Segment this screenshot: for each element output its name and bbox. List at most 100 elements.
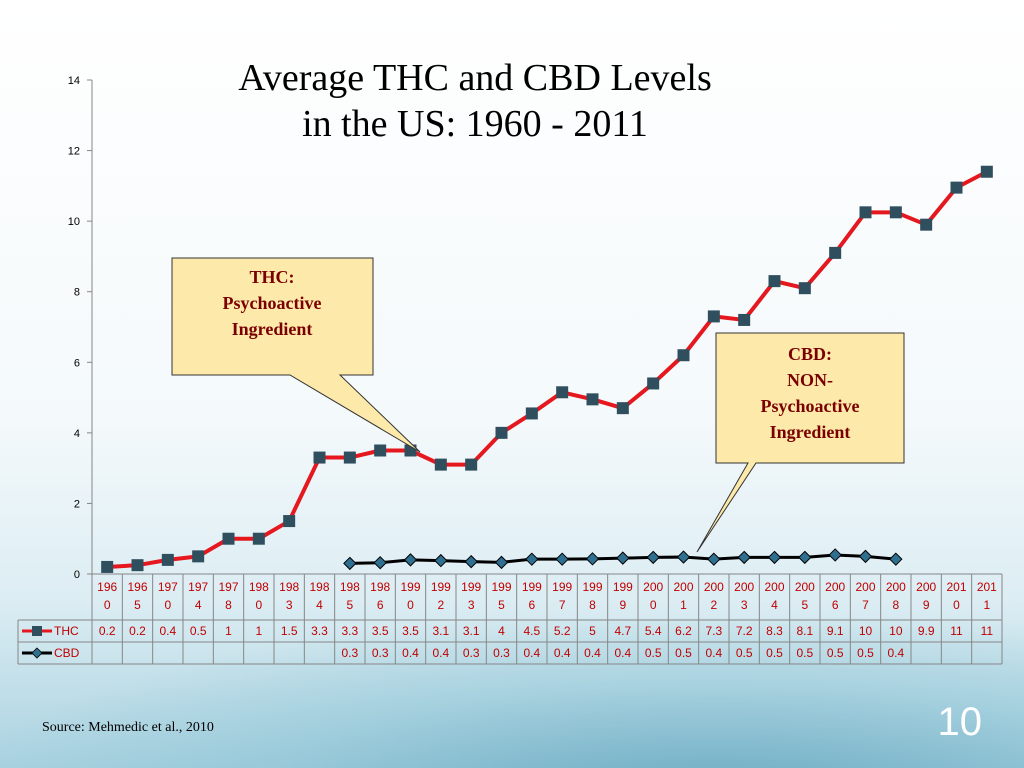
- cbd-data-point: [464, 554, 478, 569]
- thc-table-value: 3.1: [432, 624, 449, 638]
- cbd-data-point: [737, 550, 751, 565]
- category-label-top: 200: [886, 580, 906, 594]
- category-label-top: 200: [734, 580, 754, 594]
- cbd-table-value: 0.5: [736, 646, 753, 660]
- thc-data-point: [586, 393, 599, 406]
- thc-table-value: 3.3: [311, 624, 328, 638]
- cbd-data-point: [434, 553, 448, 568]
- category-label-top: 201: [946, 580, 966, 594]
- category-label-bottom: 7: [559, 598, 566, 612]
- cbd-data-point: [555, 552, 569, 566]
- thc-data-point: [343, 451, 356, 464]
- thc-table-value: 4: [498, 624, 505, 638]
- cbd-data-point: [646, 550, 660, 565]
- cbd-table-value: 0.4: [432, 646, 449, 660]
- thc-table-value: 6.2: [675, 624, 692, 638]
- thc-data-point: [889, 206, 902, 219]
- cbd-table-value: 0.3: [493, 646, 510, 660]
- thc-data-point: [707, 310, 720, 323]
- thc-table-value: 3.3: [341, 624, 358, 638]
- category-label-top: 196: [97, 580, 117, 594]
- thc-data-point: [859, 206, 872, 219]
- cbd-table-value: 0.3: [341, 646, 358, 660]
- thc-data-point: [101, 560, 114, 573]
- cbd-data-point: [858, 549, 873, 564]
- legend-cbd-marker: [31, 647, 43, 659]
- thc-table-value: 8.1: [796, 624, 813, 638]
- category-label-top: 199: [613, 580, 633, 594]
- thc-data-point: [677, 349, 690, 362]
- category-label-top: 200: [825, 580, 845, 594]
- thc-data-point: [980, 165, 993, 178]
- cbd-data-point: [525, 552, 539, 566]
- thc-data-point: [616, 402, 629, 415]
- category-label-top: 197: [218, 580, 238, 594]
- category-label-top: 200: [643, 580, 663, 594]
- legend-thc-label: THC: [54, 624, 79, 638]
- category-label-top: 200: [704, 580, 724, 594]
- category-label-bottom: 1: [680, 598, 687, 612]
- category-label-bottom: 2: [437, 598, 444, 612]
- thc-data-point: [252, 532, 265, 545]
- y-tick-label: 8: [74, 287, 80, 299]
- category-label-top: 199: [431, 580, 451, 594]
- cbd-table-value: 0.4: [887, 646, 904, 660]
- thc-table-value: 1.5: [281, 624, 298, 638]
- category-label-bottom: 5: [134, 598, 141, 612]
- category-label-top: 199: [582, 580, 602, 594]
- category-label-bottom: 0: [953, 598, 960, 612]
- y-tick-label: 14: [68, 75, 80, 87]
- thc-table-value: 5.4: [645, 624, 662, 638]
- category-label-top: 199: [552, 580, 572, 594]
- cbd-table-value: 0.5: [827, 646, 844, 660]
- cbd-data-point: [373, 556, 387, 570]
- category-label-bottom: 0: [104, 598, 111, 612]
- cbd-data-point: [707, 552, 721, 566]
- thc-table-value: 9.1: [827, 624, 844, 638]
- thc-data-point: [374, 444, 387, 457]
- title-line-2: in the US: 1960 - 2011: [302, 103, 648, 145]
- category-label-top: 200: [764, 580, 784, 594]
- cbd-table-value: 0.4: [554, 646, 571, 660]
- thc-data-point: [222, 532, 235, 545]
- category-label-bottom: 3: [741, 598, 748, 612]
- category-label-bottom: 3: [468, 598, 475, 612]
- category-label-top: 199: [522, 580, 542, 594]
- category-label-top: 198: [279, 580, 299, 594]
- thc-table-value: 0.2: [129, 624, 146, 638]
- thc-table-value: 0.5: [190, 624, 207, 638]
- thc-table-value: 7.3: [705, 624, 722, 638]
- category-label-bottom: 4: [195, 598, 202, 612]
- thc-table-value: 3.1: [463, 624, 480, 638]
- thc-callout-text: Psychoactive: [223, 293, 322, 313]
- thc-data-point: [434, 458, 447, 471]
- thc-data-point: [161, 553, 174, 566]
- cbd-table-value: 0.3: [463, 646, 480, 660]
- category-label-top: 198: [309, 580, 329, 594]
- category-label-top: 200: [673, 580, 693, 594]
- cbd-table-value: 0.4: [705, 646, 722, 660]
- category-label-top: 200: [855, 580, 875, 594]
- category-label-bottom: 0: [255, 598, 262, 612]
- category-label-bottom: 8: [892, 598, 899, 612]
- category-label-top: 199: [491, 580, 511, 594]
- thc-table-value: 9.9: [918, 624, 935, 638]
- y-tick-label: 0: [74, 569, 80, 581]
- category-label-top: 197: [188, 580, 208, 594]
- thc-table-value: 5.2: [554, 624, 571, 638]
- y-tick-label: 2: [74, 498, 80, 510]
- thc-table-value: 1: [225, 624, 232, 638]
- thc-data-point: [798, 282, 811, 295]
- cbd-data-point: [767, 550, 782, 565]
- thc-data-point: [192, 550, 205, 563]
- thc-data-point: [131, 559, 144, 572]
- cbd-callout-text: NON-: [787, 370, 833, 390]
- thc-table-value: 5: [589, 624, 596, 638]
- thc-data-point: [495, 426, 508, 439]
- category-label-top: 199: [400, 580, 420, 594]
- category-label-bottom: 8: [589, 598, 596, 612]
- category-label-bottom: 0: [650, 598, 657, 612]
- thc-data-point: [768, 275, 781, 288]
- cbd-data-point: [889, 552, 903, 566]
